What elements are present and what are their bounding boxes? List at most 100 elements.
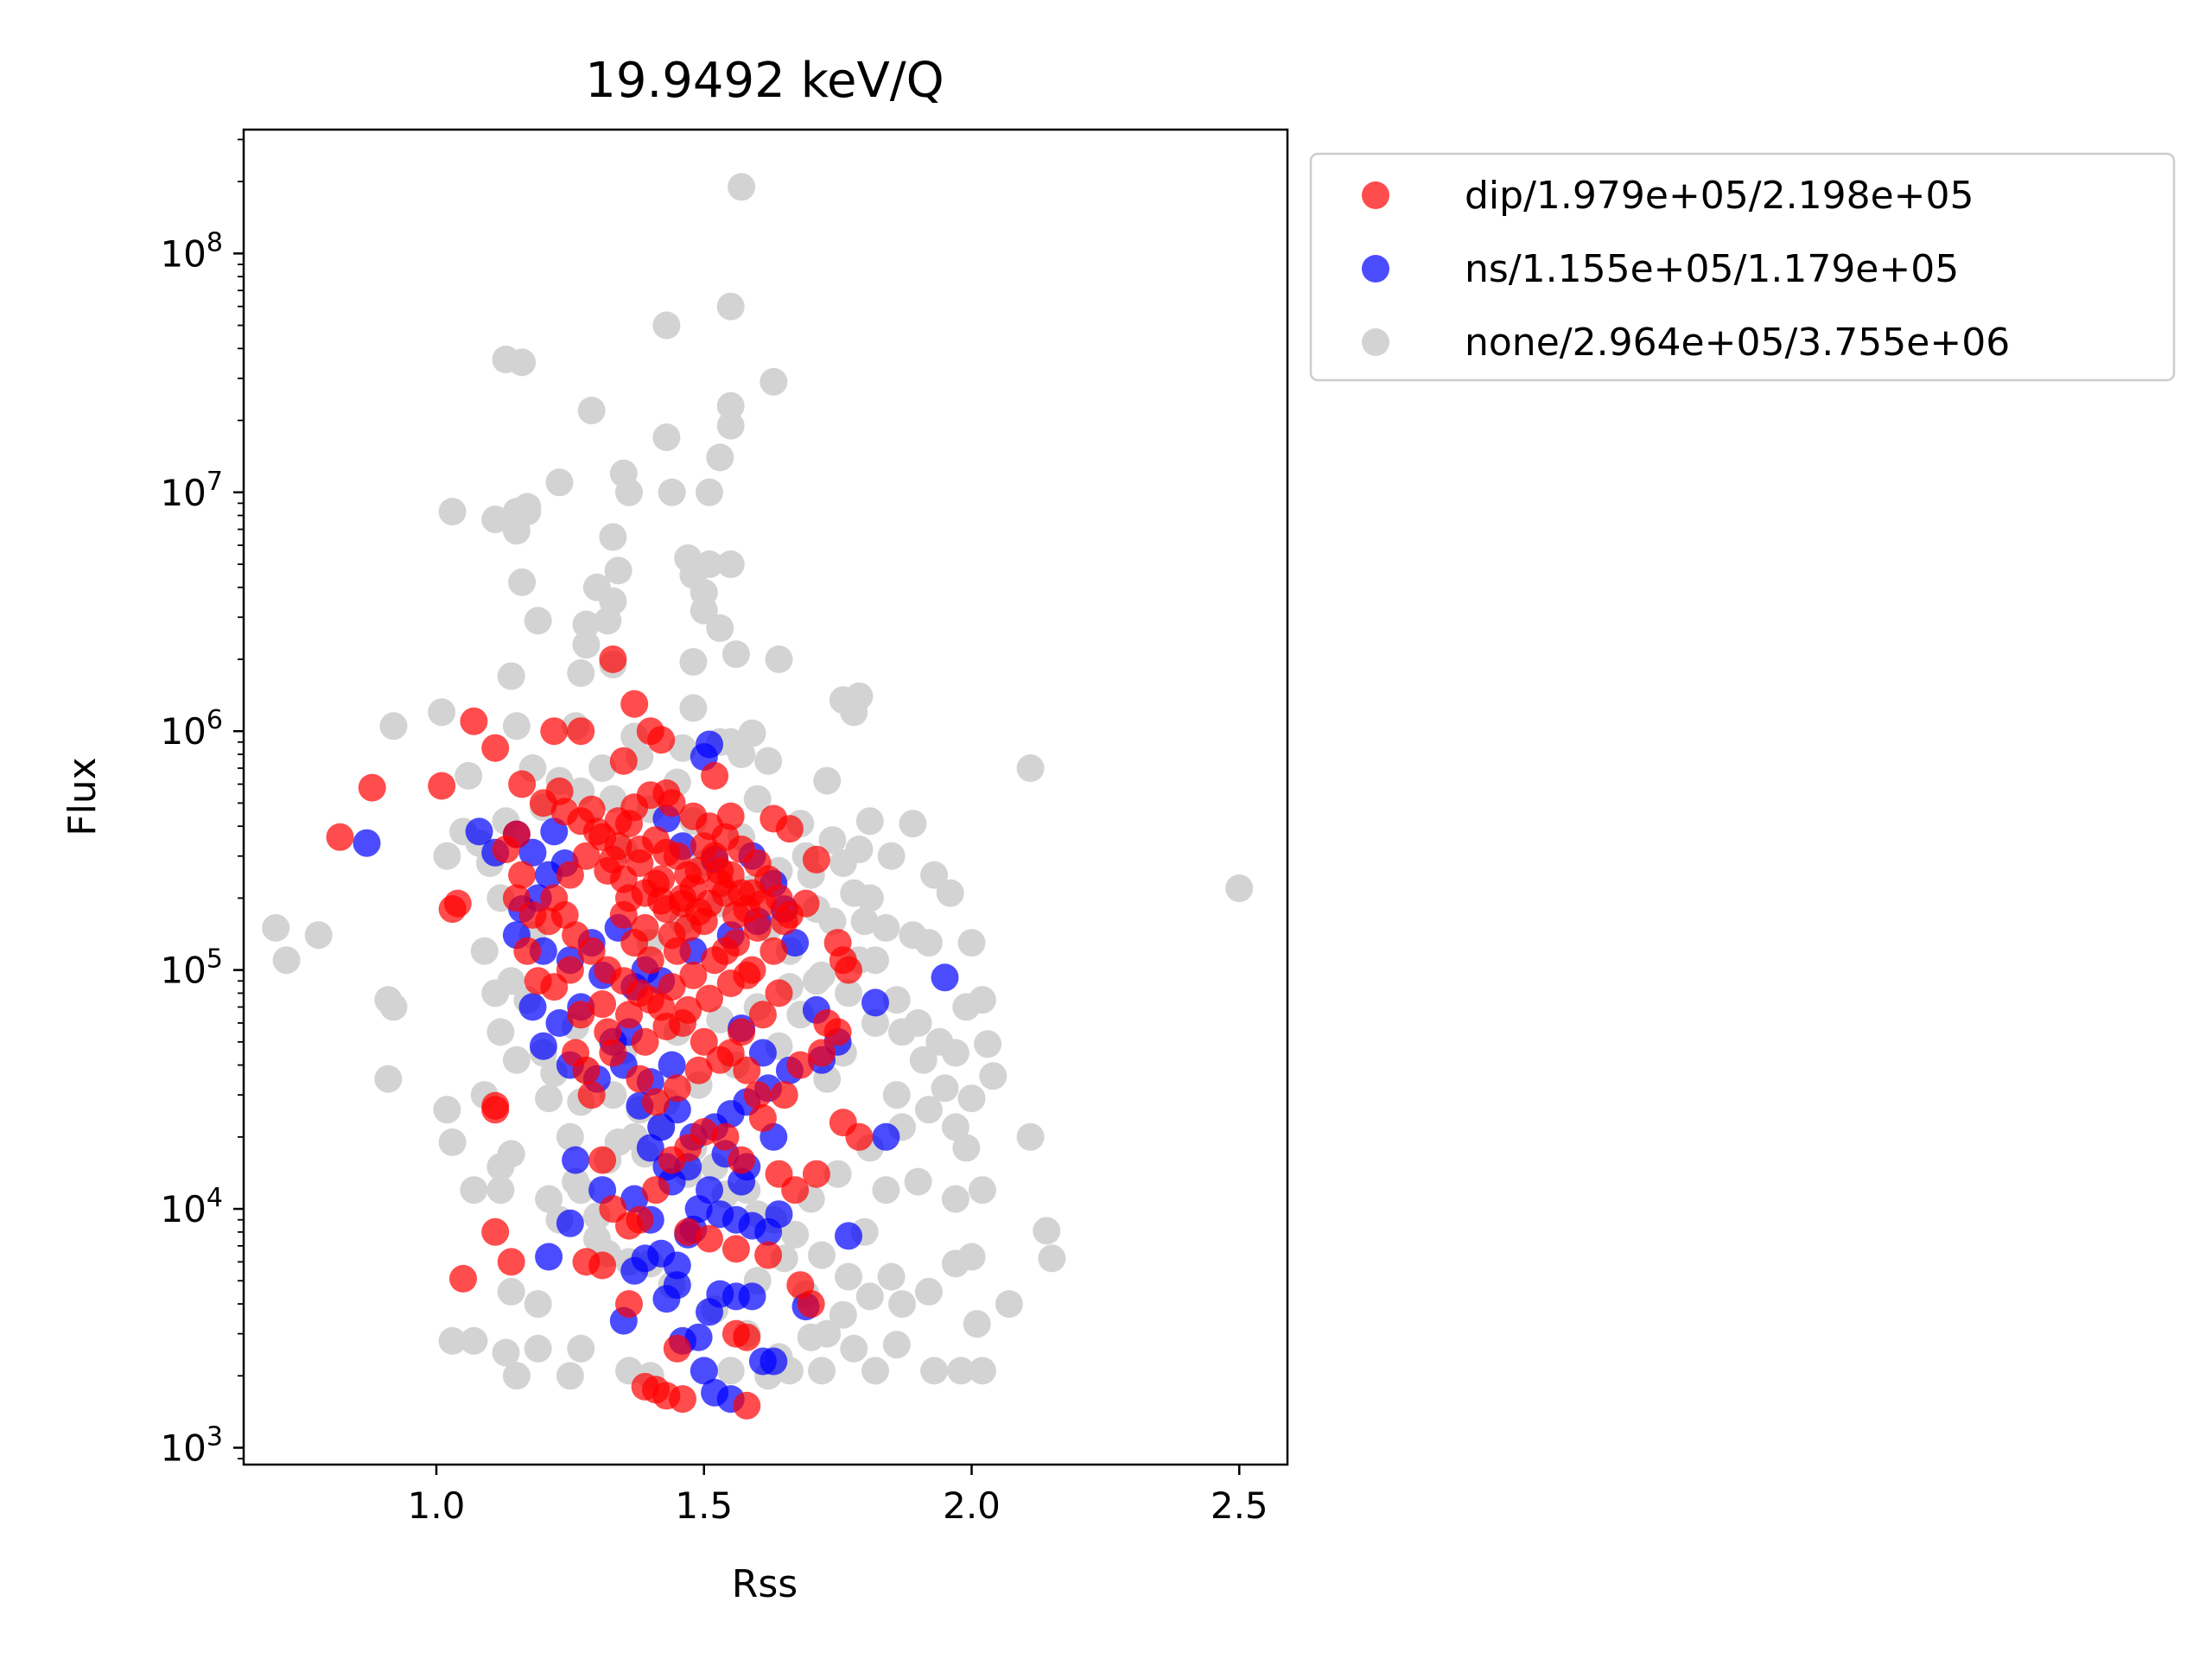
legend-box: [1309, 152, 2176, 382]
data-point: [663, 1251, 691, 1280]
data-point: [909, 1046, 938, 1074]
data-point: [669, 734, 696, 762]
data-points: [262, 173, 1254, 1420]
data-point: [711, 1122, 740, 1151]
data-point: [572, 1056, 601, 1084]
data-point: [743, 1081, 772, 1109]
data-point: [615, 810, 643, 838]
data-point: [872, 1176, 900, 1205]
data-point: [957, 1084, 986, 1113]
data-point: [460, 707, 488, 735]
data-point: [920, 1357, 949, 1385]
data-point: [914, 1096, 943, 1124]
y-tick-label: 106: [160, 705, 223, 753]
data-point: [952, 993, 981, 1021]
data-point: [465, 817, 493, 846]
data-point: [556, 1122, 584, 1151]
data-point: [524, 1334, 552, 1363]
data-point: [690, 832, 718, 861]
data-point: [738, 719, 766, 747]
data-point: [706, 614, 734, 642]
data-point: [481, 1217, 510, 1246]
y-tick-label: 104: [160, 1183, 223, 1230]
x-axis-label: Rss: [732, 1562, 798, 1606]
data-point: [690, 1357, 718, 1385]
data-point: [540, 717, 569, 746]
legend-label: ns/1.155e+05/1.179e+05: [1465, 247, 1959, 291]
data-point: [797, 1290, 825, 1319]
data-point: [840, 698, 868, 727]
data-point: [904, 1167, 932, 1196]
data-point: [545, 1009, 574, 1037]
data-point: [706, 856, 734, 885]
data-point: [615, 1001, 643, 1029]
data-point: [936, 879, 964, 907]
data-point: [572, 631, 601, 659]
data-point: [620, 1185, 649, 1213]
data-point: [636, 781, 664, 810]
data-point: [658, 1051, 686, 1079]
data-point: [460, 1326, 488, 1355]
data-point: [748, 1039, 777, 1067]
data-point: [721, 640, 750, 669]
data-point: [599, 645, 627, 673]
data-point: [652, 1013, 681, 1040]
data-point: [797, 1323, 825, 1351]
data-point: [647, 726, 676, 754]
data-point: [674, 995, 702, 1024]
data-point: [620, 690, 649, 718]
data-point: [684, 898, 713, 926]
data-point: [716, 1357, 745, 1385]
data-point: [882, 986, 911, 1014]
data-point: [615, 1290, 643, 1319]
y-tick-label: 108: [160, 227, 223, 275]
data-point: [823, 1018, 852, 1046]
data-point: [781, 1220, 810, 1249]
data-point: [941, 1185, 969, 1213]
legend-marker: [1362, 255, 1389, 283]
data-point: [888, 1290, 916, 1319]
data-point: [974, 1030, 1002, 1058]
data-point: [855, 884, 884, 912]
data-point: [979, 1062, 1007, 1090]
data-point: [765, 979, 793, 1007]
data-point: [577, 1081, 606, 1109]
data-point: [481, 1091, 510, 1120]
data-point: [609, 900, 638, 929]
data-point: [599, 1195, 627, 1224]
data-point: [492, 836, 520, 863]
data-point: [952, 1134, 981, 1162]
data-point: [428, 772, 456, 800]
data-point: [781, 929, 810, 957]
data-point: [835, 956, 862, 984]
data-point: [636, 986, 664, 1014]
data-point: [835, 1222, 862, 1250]
data-point: [567, 659, 595, 687]
data-point: [604, 1128, 632, 1156]
data-point: [808, 961, 836, 989]
data-point: [877, 1262, 906, 1291]
data-point: [963, 1310, 991, 1338]
data-point: [262, 913, 290, 942]
data-point: [647, 1113, 676, 1141]
data-point: [609, 747, 638, 775]
data-point: [663, 1074, 691, 1103]
data-point: [733, 1391, 761, 1420]
data-point: [1016, 754, 1045, 782]
data-point: [594, 956, 622, 984]
data-point: [728, 1018, 756, 1046]
data-point: [674, 1217, 702, 1246]
data-point: [802, 845, 830, 874]
data-point: [599, 845, 627, 874]
data-point: [786, 1051, 815, 1079]
data-point: [728, 1146, 756, 1174]
data-point: [599, 1039, 627, 1067]
data-point: [481, 734, 510, 762]
data-point: [835, 1262, 862, 1291]
data-point: [716, 391, 745, 420]
data-point: [615, 478, 643, 506]
x-tick-label: 2.0: [943, 1484, 1001, 1527]
data-point: [572, 842, 601, 870]
data-point: [599, 523, 627, 551]
data-point: [658, 1146, 686, 1174]
